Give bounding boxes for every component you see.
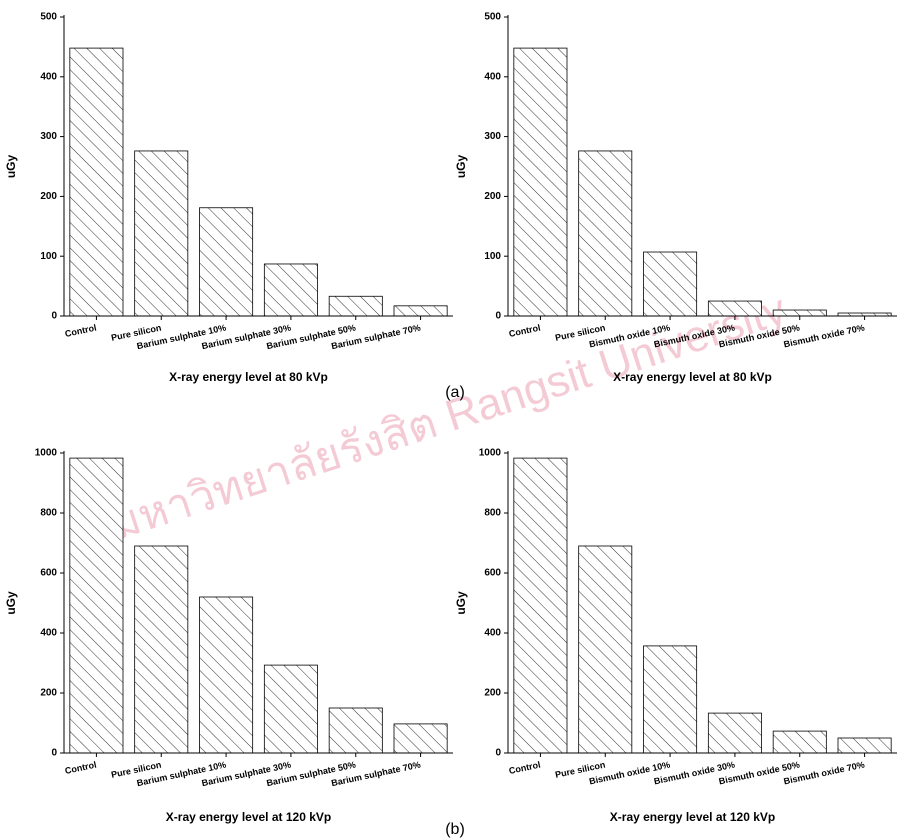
bar (708, 713, 761, 753)
bar (70, 458, 123, 753)
bar (70, 48, 123, 316)
y-tick-label: 100 (40, 251, 57, 262)
y-tick-label: 400 (484, 628, 501, 639)
x-axis-title: X-ray energy level at 80 kVp (613, 370, 772, 384)
y-tick-label: 500 (484, 12, 501, 23)
y-tick-label: 300 (484, 131, 501, 142)
bar (708, 301, 761, 316)
y-axis-title: uGy (454, 155, 468, 179)
watermark: มหาวิทยาลัยรังสิต Rangsit University (104, 285, 792, 550)
bar (579, 546, 632, 753)
bar (135, 151, 188, 316)
bar (514, 48, 567, 316)
y-tick-label: 1000 (479, 448, 502, 459)
x-tick-label: Control (508, 322, 541, 338)
bar (773, 310, 826, 316)
bar (514, 458, 567, 753)
y-tick-label: 400 (40, 71, 57, 82)
x-axis-title: X-ray energy level at 120 kVp (610, 810, 775, 824)
y-tick-label: 200 (484, 688, 501, 699)
y-axis-title: uGy (4, 591, 18, 615)
bar (644, 252, 697, 316)
bar (329, 708, 382, 753)
bar (644, 646, 697, 753)
y-tick-label: 0 (495, 311, 501, 322)
y-tick-label: 100 (484, 251, 501, 262)
y-tick-label: 800 (40, 508, 57, 519)
y-tick-label: 200 (484, 191, 501, 202)
y-tick-label: 200 (40, 191, 57, 202)
bar (329, 296, 382, 316)
y-tick-label: 600 (484, 568, 501, 579)
panel-label: (a) (445, 384, 465, 401)
y-tick-label: 0 (495, 748, 501, 759)
bar (200, 597, 253, 753)
y-tick-label: 200 (40, 688, 57, 699)
bar (264, 264, 317, 316)
y-tick-label: 400 (40, 628, 57, 639)
panel-label: (b) (445, 821, 465, 838)
y-tick-label: 600 (40, 568, 57, 579)
y-tick-label: 400 (484, 71, 501, 82)
bar (264, 665, 317, 753)
x-tick-label: Control (64, 322, 97, 338)
y-tick-label: 800 (484, 508, 501, 519)
bar (838, 738, 891, 753)
y-axis-title: uGy (454, 591, 468, 615)
bar (773, 731, 826, 753)
x-tick-label: Control (64, 759, 97, 775)
y-tick-label: 1000 (35, 448, 58, 459)
bar (394, 306, 447, 316)
figure: มหาวิทยาลัยรังสิต Rangsit University (a)… (0, 0, 898, 840)
y-tick-label: 300 (40, 131, 57, 142)
y-axis-title: uGy (4, 155, 18, 179)
x-axis-title: X-ray energy level at 80 kVp (169, 370, 328, 384)
y-tick-label: 0 (51, 311, 57, 322)
bar (579, 151, 632, 316)
y-tick-label: 500 (40, 12, 57, 23)
bar (200, 208, 253, 316)
bar (394, 724, 447, 753)
bar (135, 546, 188, 753)
y-tick-label: 0 (51, 748, 57, 759)
x-tick-label: Control (508, 759, 541, 775)
x-axis-title: X-ray energy level at 120 kVp (166, 810, 331, 824)
